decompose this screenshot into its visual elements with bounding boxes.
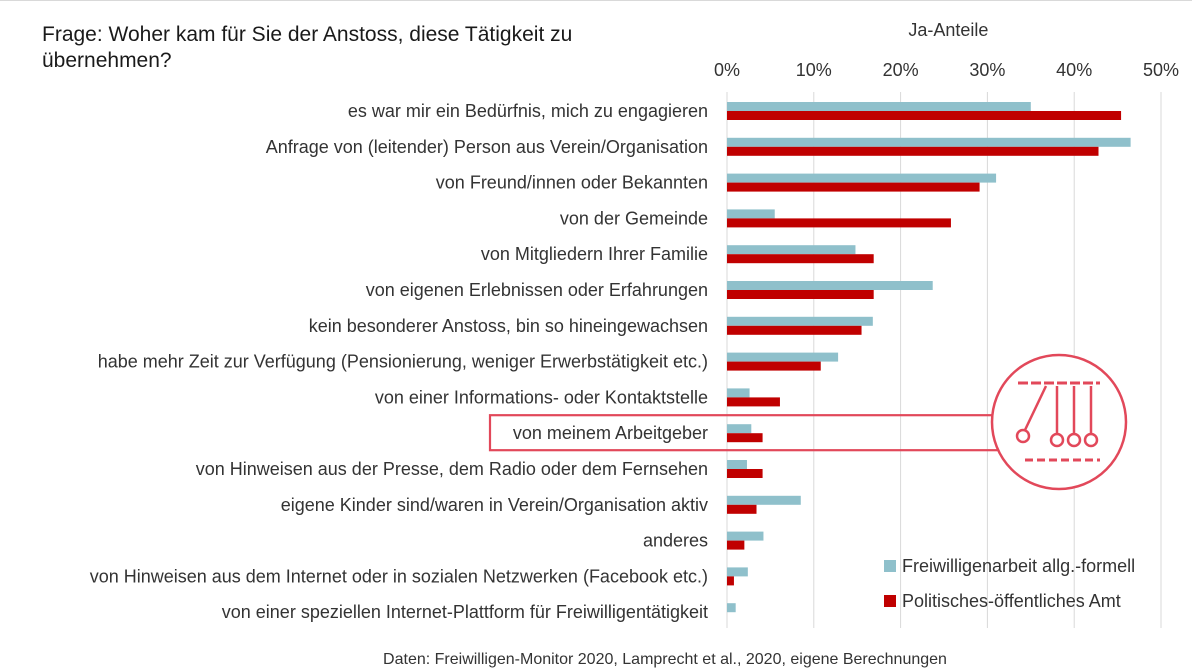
legend-swatch-series1	[884, 560, 896, 572]
category-label: von einer Informations- oder Kontaktstel…	[375, 387, 708, 407]
category-label: von Hinweisen aus dem Internet oder in s…	[90, 566, 708, 586]
x-tick-label: 20%	[883, 60, 919, 80]
bar-chart: Ja-Anteile 0% 10% 20% 30% 40% 50% es war mir ei…	[90, 20, 1179, 628]
category-label: von der Gemeinde	[560, 208, 708, 228]
category-label: von Hinweisen aus der Presse, dem Radio …	[196, 459, 708, 479]
category-label: von einer speziellen Internet-Plattform …	[222, 602, 708, 622]
top-border	[0, 0, 1192, 1]
category-label: von Mitgliedern Ihrer Familie	[481, 244, 708, 264]
x-tick-label: 0%	[714, 60, 740, 80]
bar-series2	[727, 111, 1122, 120]
x-tick-label: 50%	[1143, 60, 1179, 80]
bar-series1	[727, 460, 747, 469]
bar-series2	[727, 254, 874, 264]
bar-series1	[727, 352, 839, 362]
icon-string	[1023, 385, 1048, 431]
bar-series1	[727, 245, 856, 255]
chart-title: Frage: Woher kam für Sie der Anstoss, di…	[42, 23, 573, 72]
source-note: Daten: Freiwilligen-Monitor 2020, Lampre…	[383, 651, 947, 668]
category-label: Anfrage von (leitender) Person aus Verei…	[266, 137, 708, 157]
bar-series2	[727, 290, 874, 299]
legend-swatch-series2	[884, 595, 896, 607]
icon-ball	[1083, 432, 1099, 448]
category-label: eigene Kinder sind/waren in Verein/Organ…	[281, 495, 708, 515]
bar-series2	[727, 146, 1099, 156]
icon-ball	[1015, 428, 1031, 444]
axis-title: Ja-Anteile	[908, 20, 988, 40]
legend-label-series2: Politisches-öffentliches Amt	[902, 591, 1121, 611]
x-tick-label: 10%	[796, 60, 832, 80]
bar-series2	[727, 433, 763, 443]
bar-series1	[727, 388, 750, 398]
bar-series2	[727, 504, 757, 514]
bar-series1	[727, 173, 997, 183]
bar-series1	[727, 531, 764, 541]
x-tick-label: 30%	[969, 60, 1005, 80]
bar-series1	[727, 209, 775, 219]
category-label: anderes	[643, 531, 708, 551]
bar-series2	[727, 361, 821, 371]
category-label: kein besonderer Anstoss, bin so hineinge…	[309, 316, 708, 336]
bar-series2	[727, 218, 951, 228]
bar-series1	[727, 495, 801, 505]
category-label: es war mir ein Bedürfnis, mich zu engagi…	[348, 101, 708, 121]
bar-series2	[727, 325, 862, 335]
legend-label-series1: Freiwilligenarbeit allg.-formell	[902, 556, 1135, 576]
bar-series1	[727, 316, 873, 326]
category-label: von eigenen Erlebnissen oder Erfahrungen	[366, 280, 708, 300]
bar-series2	[727, 182, 980, 192]
bar-series1	[727, 567, 748, 577]
newtons-cradle-icon	[990, 353, 1128, 491]
bar-series1	[727, 424, 752, 434]
icon-ball	[1049, 432, 1065, 448]
bar-series1	[727, 137, 1131, 147]
category-label: von Freund/innen oder Bekannten	[436, 173, 708, 193]
bar-series1	[727, 102, 1031, 111]
bar-series1	[727, 603, 736, 613]
category-label: von meinem Arbeitgeber	[513, 423, 708, 443]
bar-series1	[727, 281, 933, 290]
bar-series2	[727, 397, 780, 407]
bar-series2	[727, 540, 745, 550]
icon-ball	[1066, 432, 1082, 448]
category-label: habe mehr Zeit zur Verfügung (Pensionier…	[98, 352, 708, 372]
bar-series2	[727, 576, 734, 586]
bar-series2	[727, 469, 763, 478]
x-tick-label: 40%	[1056, 60, 1092, 80]
